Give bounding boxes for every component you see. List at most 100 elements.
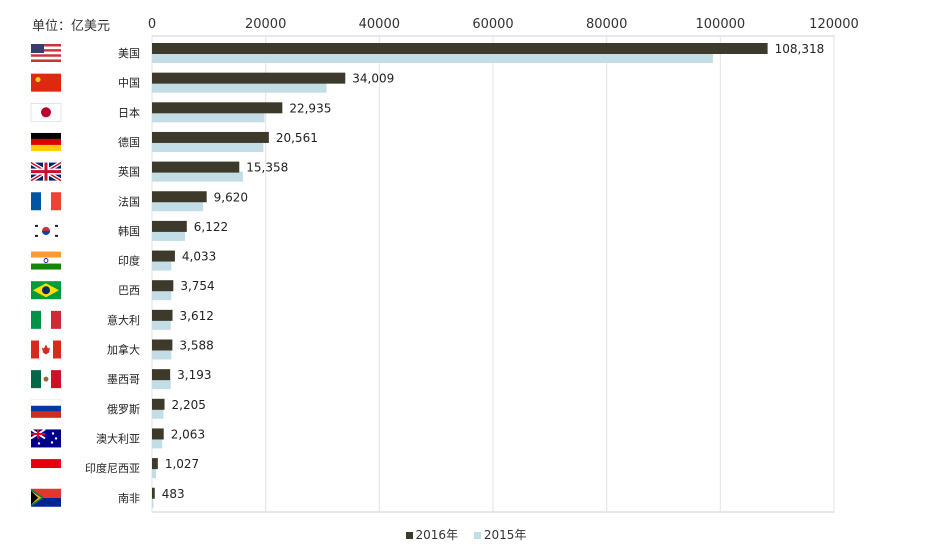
- bar-2016: [152, 458, 158, 470]
- category-label: 中国: [118, 77, 140, 90]
- category-label: 德国: [118, 135, 140, 149]
- mexico-flag-icon: [31, 370, 61, 389]
- value-label: 6,122: [194, 220, 228, 234]
- us-flag-icon: [31, 44, 61, 62]
- x-tick-label: 100000: [696, 17, 746, 32]
- bar-2015: [152, 82, 327, 93]
- legend-swatch-2016: [405, 532, 413, 539]
- bar-2016: [152, 131, 269, 143]
- category-label: 澳大利亚: [96, 431, 140, 445]
- bar-2016: [152, 220, 187, 232]
- category-label: 俄罗斯: [107, 403, 140, 416]
- bar-2015: [152, 319, 171, 330]
- value-label: 3,588: [179, 339, 213, 353]
- x-tick-label: 120000: [809, 17, 859, 32]
- india-flag-icon: [31, 251, 61, 270]
- australia-flag-icon: [30, 428, 61, 448]
- value-label: 483: [162, 487, 185, 501]
- x-tick-labels: 0 20000 40000 60000 80000 100000 120000: [148, 17, 859, 32]
- category-label: 巴西: [118, 284, 140, 297]
- category-label: 加拿大: [107, 343, 140, 357]
- value-label: 9,620: [214, 190, 248, 204]
- bar-2015: [152, 53, 713, 63]
- x-tick-label: 20000: [245, 17, 286, 32]
- flag-icons: [29, 44, 63, 507]
- category-label: 韩国: [118, 224, 140, 238]
- value-label: 108,318: [775, 42, 825, 56]
- category-label: 印度尼西亚: [85, 461, 140, 475]
- bar-2015: [152, 141, 264, 152]
- france-flag-icon: [31, 192, 61, 211]
- bar-2015: [152, 408, 164, 419]
- italy-flag-icon: [31, 310, 61, 329]
- value-label: 3,754: [180, 279, 214, 293]
- bar-2015: [152, 230, 185, 241]
- legend-label-2016: 2016年: [415, 528, 459, 542]
- bar-2016: [152, 369, 171, 381]
- category-label: 印度: [118, 254, 140, 268]
- value-label: 34,009: [352, 72, 394, 86]
- bar-2015: [152, 260, 172, 271]
- legend-item-2016: 2016年: [405, 526, 459, 543]
- canada-flag-icon: [31, 340, 61, 359]
- category-label: 法国: [118, 194, 140, 208]
- category-label: 南非: [118, 492, 140, 505]
- bar-2016: [152, 72, 346, 84]
- bar-2015: [152, 349, 172, 360]
- x-tick-label: 60000: [472, 17, 513, 32]
- bar-2016: [152, 102, 283, 114]
- bar-2015: [152, 201, 204, 212]
- bar-2016: [152, 487, 155, 499]
- bar-2016: [152, 309, 173, 321]
- indonesia-flag-icon: [31, 459, 61, 478]
- value-label: 4,033: [182, 250, 216, 264]
- legend: 2016年 2015年: [0, 526, 932, 543]
- value-label: 20,561: [276, 131, 318, 145]
- bar-2016: [152, 280, 174, 292]
- bar-2015: [152, 468, 156, 479]
- korea-flag-icon: [31, 221, 61, 240]
- value-label: 1,027: [165, 457, 199, 471]
- value-label: 15,358: [246, 161, 288, 175]
- value-label: 2,063: [171, 427, 205, 441]
- bar-2016: [152, 250, 175, 262]
- value-label: 22,935: [289, 101, 331, 115]
- bar-2016: [152, 191, 207, 203]
- bar-2015: [152, 497, 154, 508]
- category-label: 墨西哥: [107, 373, 140, 386]
- category-label: 美国: [118, 47, 140, 60]
- bar-2015: [152, 379, 171, 390]
- bar-2016: [152, 398, 165, 410]
- category-labels: 美国中国日本德国英国法国韩国印度巴西意大利加拿大墨西哥俄罗斯澳大利亚印度尼西亚南…: [85, 47, 140, 505]
- bar-2016: [152, 161, 240, 173]
- bar-2015: [152, 290, 172, 301]
- bar-2016: [152, 339, 173, 351]
- x-tick-label: 80000: [586, 17, 627, 32]
- brazil-flag-icon: [31, 281, 61, 300]
- value-label: 3,193: [177, 368, 211, 382]
- south-africa-flag-icon: [30, 488, 61, 507]
- category-label: 英国: [118, 165, 140, 179]
- bars: [152, 43, 768, 508]
- value-labels: 108,318 34,009 22,935 20,561 15,358 9,620 6,12…: [162, 42, 824, 501]
- bar-2016: [152, 43, 768, 54]
- unit-label: 单位：亿美元: [32, 19, 111, 34]
- legend-swatch-2015: [473, 532, 481, 539]
- value-label: 2,205: [172, 398, 206, 412]
- x-tick-label: 40000: [359, 17, 400, 32]
- value-label: 3,612: [180, 309, 214, 323]
- russia-flag-icon: [30, 399, 62, 418]
- category-label: 日本: [118, 105, 140, 119]
- bar-2015: [152, 171, 243, 182]
- legend-item-2015: 2015年: [473, 526, 527, 543]
- legend-label-2015: 2015年: [483, 528, 527, 542]
- bar-2015: [152, 438, 163, 449]
- uk-flag-icon: [29, 160, 63, 183]
- china-flag-icon: [31, 73, 61, 92]
- bar-2016: [152, 428, 164, 440]
- germany-flag-icon: [31, 132, 61, 151]
- bar-2015: [152, 112, 265, 123]
- japan-flag-icon: [30, 103, 62, 122]
- category-label: 意大利: [107, 313, 140, 327]
